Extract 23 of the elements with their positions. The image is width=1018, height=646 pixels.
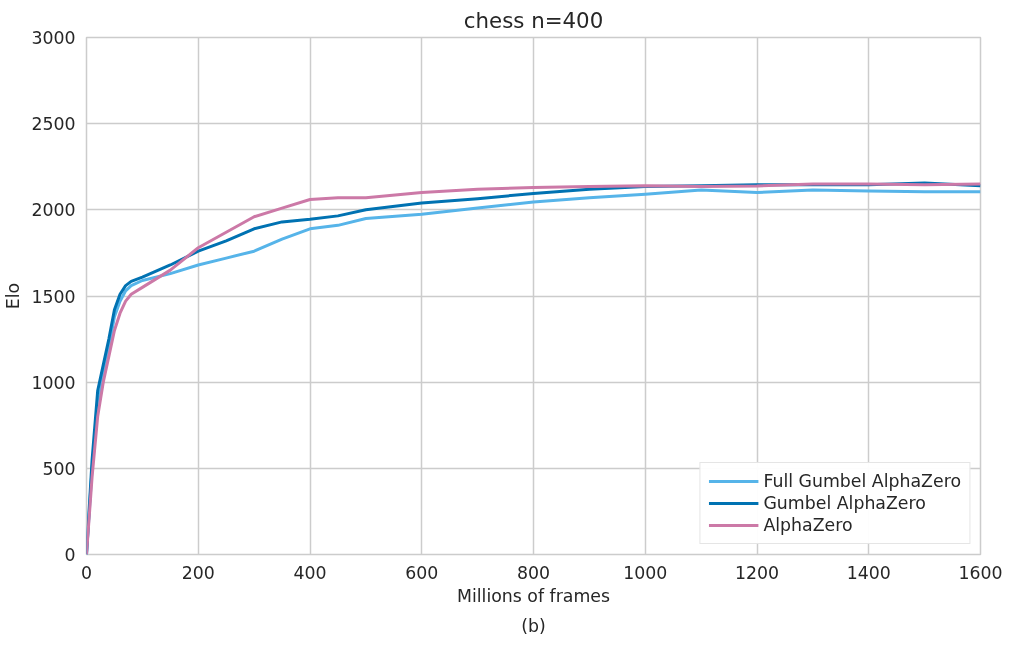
y-tick-label: 500 <box>42 458 76 479</box>
x-tick-label: 0 <box>80 562 93 583</box>
y-tick-label: 1000 <box>31 372 76 393</box>
y-axis-title: Elo <box>3 282 24 310</box>
x-tick-label: 800 <box>516 562 551 583</box>
x-tick-label: 200 <box>181 562 215 583</box>
x-tick-label: 1400 <box>846 562 891 583</box>
y-tick-label: 2000 <box>31 200 76 221</box>
x-tick-label: 1200 <box>734 562 780 583</box>
legend-label: Gumbel AlphaZero <box>763 493 926 513</box>
x-tick-label: 1600 <box>958 562 1003 583</box>
y-tick-label: 0 <box>64 545 76 565</box>
x-tick-label: 400 <box>293 562 327 583</box>
x-tick-label: 1000 <box>623 562 668 583</box>
legend-label: Full Gumbel AlphaZero <box>763 471 961 491</box>
y-tick-label: 1500 <box>31 286 76 307</box>
x-tick-label: 600 <box>405 562 439 583</box>
x-axis-title: Millions of frames <box>457 585 610 606</box>
text: (b) <box>521 615 546 636</box>
y-tick-label: 3000 <box>31 28 76 48</box>
y-tick-label: 2500 <box>31 114 76 135</box>
legend-label: AlphaZero <box>763 515 853 535</box>
chart-title: chess n=400 <box>463 7 604 33</box>
